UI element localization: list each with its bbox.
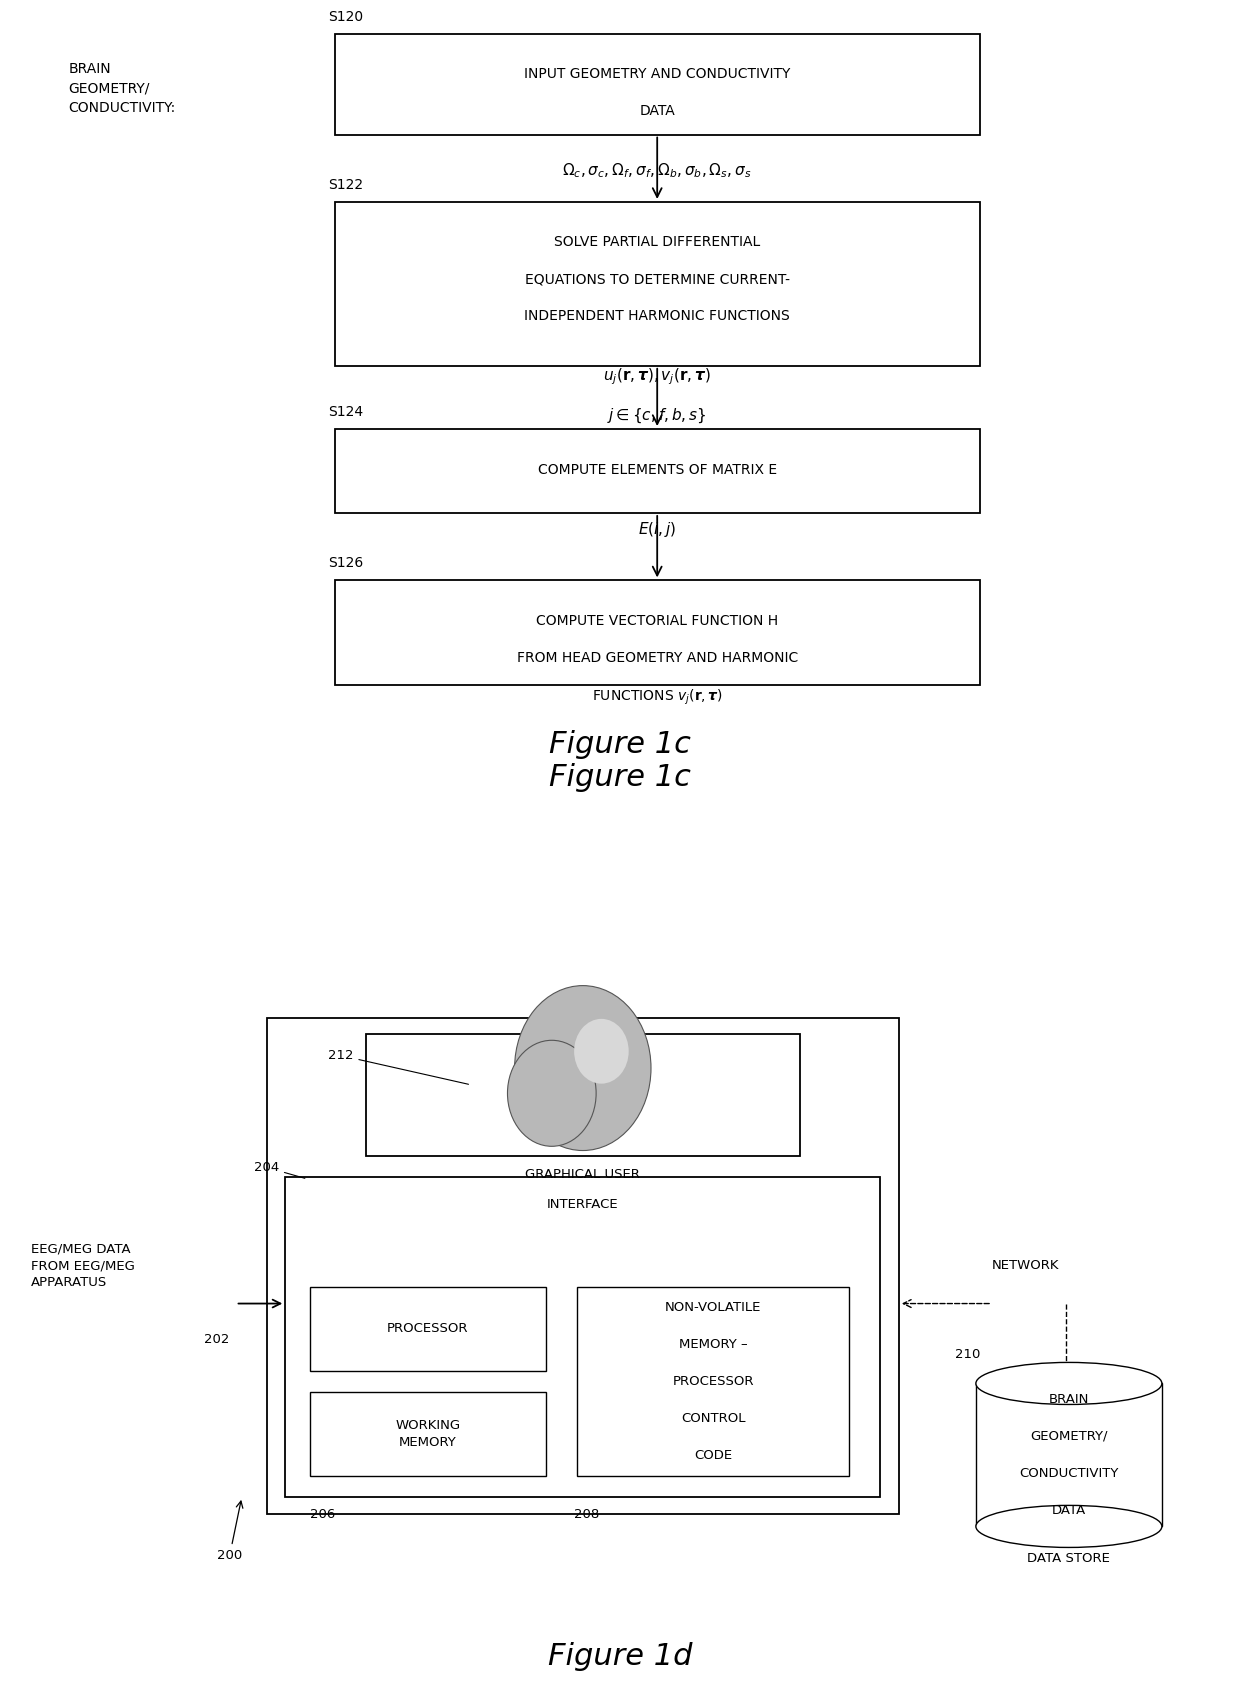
Bar	[976, 1383, 1162, 1527]
Text: BRAIN: BRAIN	[1049, 1393, 1089, 1406]
Bar	[577, 1287, 849, 1477]
Text: CONDUCTIVITY: CONDUCTIVITY	[1019, 1467, 1118, 1480]
Text: CODE: CODE	[694, 1448, 732, 1462]
Bar	[335, 202, 980, 367]
Ellipse shape	[976, 1505, 1162, 1547]
Ellipse shape	[574, 1019, 629, 1083]
Text: 202: 202	[205, 1332, 229, 1346]
Text: INTERFACE: INTERFACE	[547, 1198, 619, 1211]
Ellipse shape	[515, 986, 651, 1150]
Text: INDEPENDENT HARMONIC FUNCTIONS: INDEPENDENT HARMONIC FUNCTIONS	[525, 309, 790, 323]
Bar	[335, 34, 980, 135]
Text: BRAIN
GEOMETRY/
CONDUCTIVITY:: BRAIN GEOMETRY/ CONDUCTIVITY:	[68, 62, 175, 114]
Text: SOLVE PARTIAL DIFFERENTIAL: SOLVE PARTIAL DIFFERENTIAL	[554, 235, 760, 249]
Text: 206: 206	[310, 1509, 335, 1521]
Text: $E(i,j)$: $E(i,j)$	[637, 520, 677, 538]
Text: INPUT GEOMETRY AND CONDUCTIVITY: INPUT GEOMETRY AND CONDUCTIVITY	[525, 67, 790, 81]
Text: DATA STORE: DATA STORE	[1028, 1551, 1110, 1564]
Text: PROCESSOR: PROCESSOR	[672, 1374, 754, 1388]
Text: DATA: DATA	[640, 104, 675, 118]
Text: PROCESSOR: PROCESSOR	[387, 1322, 469, 1336]
Ellipse shape	[976, 1362, 1162, 1404]
Text: MEMORY –: MEMORY –	[678, 1337, 748, 1351]
Text: FROM HEAD GEOMETRY AND HARMONIC: FROM HEAD GEOMETRY AND HARMONIC	[517, 651, 797, 664]
Bar	[310, 1287, 546, 1371]
Text: Figure 1d: Figure 1d	[548, 1642, 692, 1672]
Text: 208: 208	[574, 1509, 599, 1521]
Text: S122: S122	[329, 178, 363, 192]
Text: 210: 210	[955, 1347, 980, 1361]
Bar	[335, 580, 980, 686]
Text: $\Omega_c,\sigma_c,\Omega_f,\sigma_f,\Omega_b,\sigma_b,\Omega_s,\sigma_s$: $\Omega_c,\sigma_c,\Omega_f,\sigma_f,\Om…	[563, 161, 751, 180]
Text: GRAPHICAL USER: GRAPHICAL USER	[526, 1167, 640, 1181]
Text: EQUATIONS TO DETERMINE CURRENT-: EQUATIONS TO DETERMINE CURRENT-	[525, 272, 790, 286]
Text: GEOMETRY/: GEOMETRY/	[1030, 1430, 1107, 1443]
Bar	[366, 1034, 800, 1157]
Text: S126: S126	[329, 557, 363, 570]
Text: $u_j(\mathbf{r},\boldsymbol{\tau}),v_j(\mathbf{r},\boldsymbol{\tau})$: $u_j(\mathbf{r},\boldsymbol{\tau}),v_j(\…	[603, 367, 712, 387]
Text: $j\in\{c,f,b,s\}$: $j\in\{c,f,b,s\}$	[608, 407, 707, 426]
Bar	[335, 429, 980, 513]
Text: 212: 212	[327, 1050, 469, 1085]
Bar	[267, 1018, 899, 1514]
Text: 200: 200	[217, 1500, 243, 1563]
Text: CONTROL: CONTROL	[681, 1411, 745, 1425]
Ellipse shape	[507, 1039, 596, 1147]
Text: COMPUTE ELEMENTS OF MATRIX E: COMPUTE ELEMENTS OF MATRIX E	[538, 463, 776, 476]
Text: NON-VOLATILE: NON-VOLATILE	[665, 1300, 761, 1314]
Text: FUNCTIONS $v_j(\mathbf{r},\boldsymbol{\tau})$: FUNCTIONS $v_j(\mathbf{r},\boldsymbol{\t…	[591, 688, 723, 706]
Text: S120: S120	[329, 10, 363, 24]
Text: S124: S124	[329, 405, 363, 419]
Text: EEG/MEG DATA
FROM EEG/MEG
APPARATUS: EEG/MEG DATA FROM EEG/MEG APPARATUS	[31, 1243, 135, 1288]
Text: 204: 204	[254, 1161, 305, 1179]
Bar	[310, 1393, 546, 1477]
Text: Figure 1c: Figure 1c	[549, 730, 691, 759]
Text: WORKING
MEMORY: WORKING MEMORY	[396, 1420, 460, 1448]
Text: Figure 1c: Figure 1c	[549, 764, 691, 792]
Text: NETWORK: NETWORK	[992, 1260, 1059, 1272]
Text: COMPUTE VECTORIAL FUNCTION H: COMPUTE VECTORIAL FUNCTION H	[536, 614, 779, 627]
Text: DATA: DATA	[1052, 1504, 1086, 1517]
Bar	[285, 1177, 880, 1497]
